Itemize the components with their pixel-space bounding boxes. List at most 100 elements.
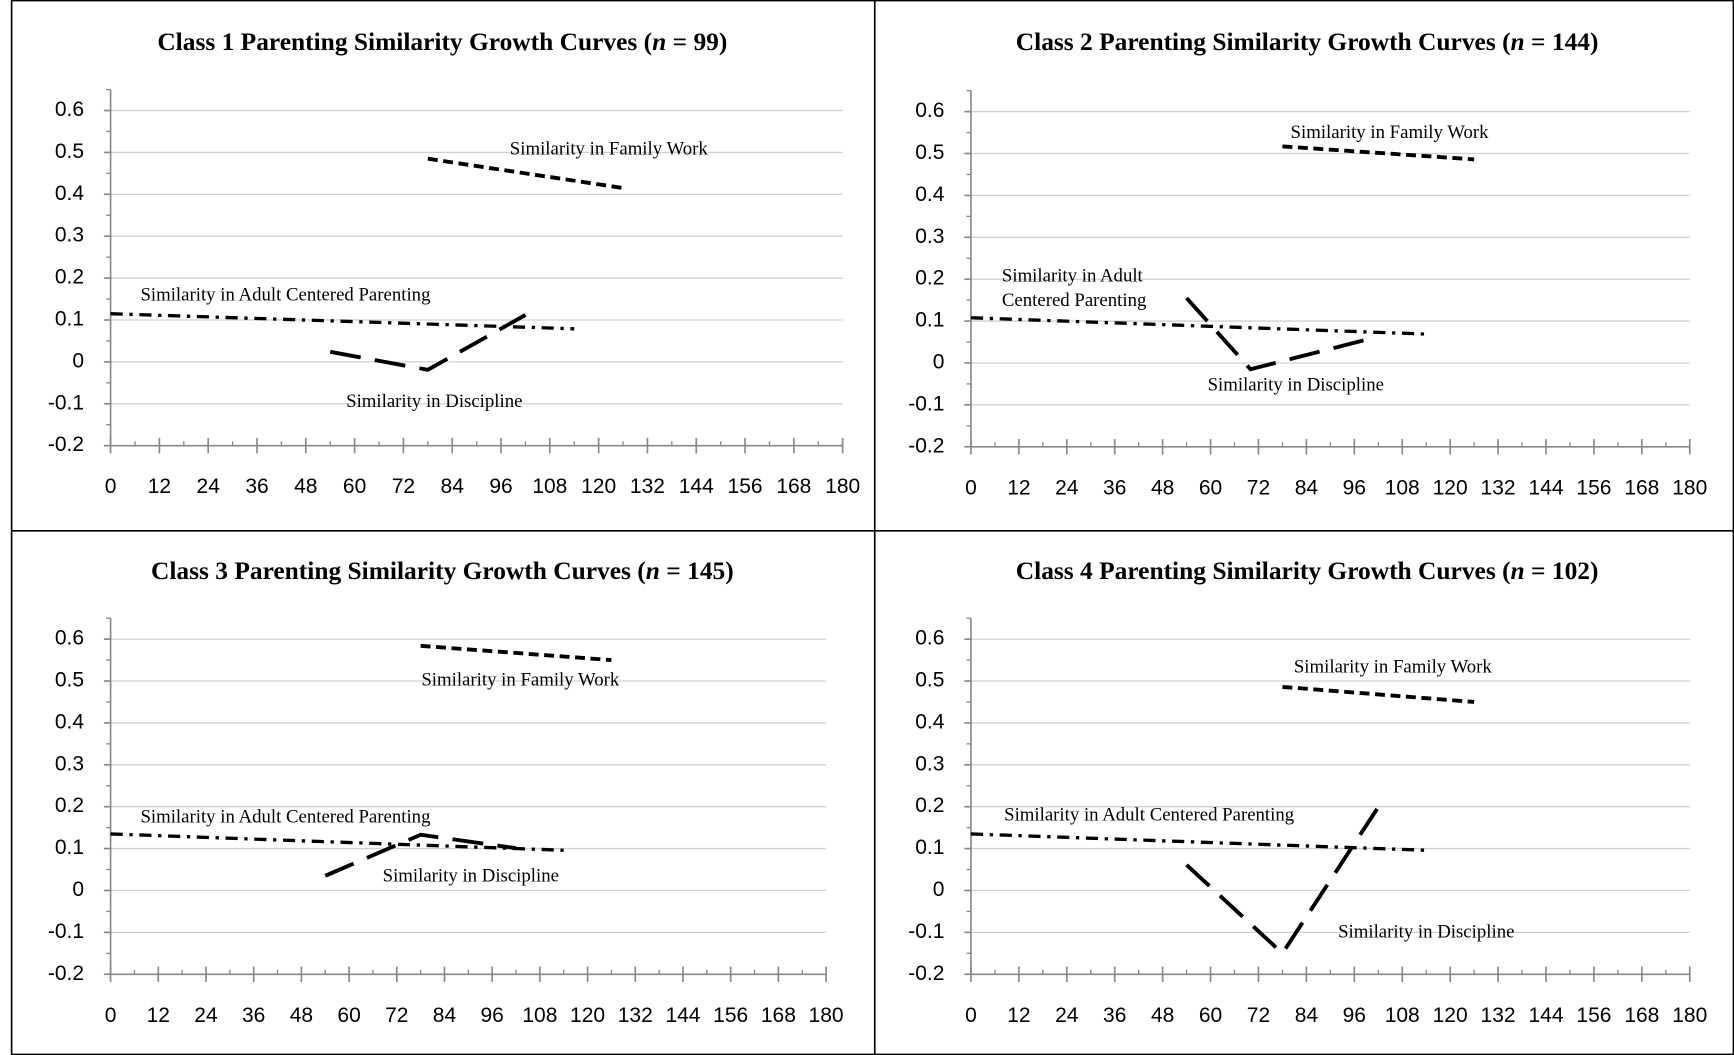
x-tick-label: 144 [1528, 1004, 1563, 1027]
x-tick-label: 180 [1672, 1004, 1707, 1027]
x-tick-label: 168 [1624, 1004, 1659, 1027]
series-label: Similarity in Family Work [1294, 656, 1493, 677]
x-tick-label: 168 [761, 1004, 796, 1027]
x-tick-label: 36 [242, 1004, 265, 1027]
series-label: Similarity in Discipline [1338, 922, 1514, 943]
y-tick-label: 0.4 [55, 710, 85, 733]
series-label: Similarity in Adult Centered Parenting [1004, 804, 1295, 825]
y-tick-label: 0.6 [55, 98, 84, 121]
x-tick-label: 72 [392, 475, 415, 498]
y-tick-label: 0.3 [55, 752, 84, 775]
x-tick-label: 108 [1385, 1004, 1420, 1027]
series-label: Similarity in Discipline [383, 865, 559, 886]
x-tick-label: 156 [1576, 476, 1611, 499]
x-tick-label: 84 [1295, 1004, 1319, 1027]
x-tick-label: 120 [570, 1004, 605, 1027]
y-tick-label: 0.2 [55, 794, 84, 817]
chart-title: Class 4 Parenting Similarity Growth Curv… [1016, 556, 1599, 585]
y-tick-label: 0.5 [55, 669, 84, 692]
x-tick-label: 48 [294, 475, 317, 498]
x-tick-label: 72 [1247, 476, 1270, 499]
x-tick-label: 144 [1528, 476, 1563, 499]
y-tick-label: 0.3 [915, 752, 944, 775]
x-tick-label: 144 [679, 475, 714, 498]
x-tick-label: 24 [194, 1004, 218, 1027]
x-tick-label: 84 [441, 475, 465, 498]
x-tick-label: 24 [197, 475, 221, 498]
y-tick-label: 0.1 [915, 309, 944, 332]
x-tick-label: 180 [809, 1004, 844, 1027]
x-tick-label: 0 [965, 476, 977, 499]
x-tick-label: 144 [665, 1004, 700, 1027]
y-tick-label: -0.1 [48, 391, 84, 414]
y-tick-label: 0 [72, 878, 84, 901]
series-line [420, 643, 612, 663]
y-tick-label: 0.6 [915, 99, 944, 122]
series-label: Similarity in Adult Centered Parenting [1002, 266, 1147, 311]
chart-title: Class 1 Parenting Similarity Growth Curv… [157, 27, 727, 56]
x-tick-label: 60 [337, 1004, 360, 1027]
series-label: Similarity in Family Work [510, 139, 709, 160]
series-line [324, 832, 517, 878]
x-tick-label: 12 [148, 475, 171, 498]
x-tick-label: 0 [965, 1004, 977, 1027]
y-tick-label: 0.1 [55, 836, 84, 859]
x-tick-label: 108 [1385, 476, 1420, 499]
x-tick-label: 132 [1481, 1004, 1516, 1027]
y-tick-label: -0.1 [908, 920, 944, 943]
series-label: Similarity in Adult Centered Parenting [140, 807, 431, 828]
y-tick-label: -0.1 [908, 392, 944, 415]
x-tick-label: 120 [581, 475, 616, 498]
y-tick-label: -0.2 [48, 433, 84, 456]
x-tick-label: 60 [1199, 476, 1222, 499]
x-tick-label: 36 [1103, 476, 1126, 499]
x-tick-label: 168 [776, 475, 811, 498]
y-tick-label: -0.1 [48, 920, 84, 943]
y-tick-label: -0.2 [48, 962, 84, 985]
series-line [970, 316, 1427, 336]
y-tick-label: 0 [72, 349, 84, 372]
series-label: Similarity in Family Work [1291, 122, 1490, 143]
x-tick-label: 12 [1007, 1004, 1030, 1027]
y-tick-label: 0.4 [915, 183, 945, 206]
y-tick-label: 0.2 [915, 267, 944, 290]
x-tick-label: 96 [489, 475, 512, 498]
x-tick-label: 60 [1199, 1004, 1222, 1027]
x-tick-label: 12 [147, 1004, 170, 1027]
series-label: Similarity in Discipline [346, 391, 522, 412]
series-line [1185, 806, 1380, 957]
x-tick-label: 48 [1151, 476, 1174, 499]
x-tick-label: 120 [1433, 476, 1468, 499]
outer-border [10, 0, 1734, 1055]
x-tick-label: 108 [532, 475, 567, 498]
x-tick-label: 132 [1481, 476, 1516, 499]
y-tick-label: 0.5 [915, 141, 944, 164]
y-tick-label: 0.6 [55, 627, 84, 650]
x-tick-label: 48 [290, 1004, 313, 1027]
y-tick-label: 0.1 [915, 836, 944, 859]
series-line [427, 156, 624, 190]
series-line [110, 832, 564, 852]
x-tick-label: 36 [1103, 1004, 1126, 1027]
series-line [110, 312, 575, 331]
x-tick-label: 0 [105, 475, 117, 498]
x-tick-label: 96 [481, 1004, 504, 1027]
x-tick-label: 24 [1055, 476, 1079, 499]
series-label: Similarity in Discipline [1208, 374, 1384, 395]
y-tick-label: 0.6 [915, 627, 944, 650]
x-tick-label: 24 [1055, 1004, 1079, 1027]
y-tick-label: 0.5 [55, 140, 84, 163]
y-tick-label: -0.2 [908, 962, 944, 985]
series-line [329, 313, 527, 372]
y-tick-label: 0 [933, 351, 945, 374]
series-line [1185, 296, 1371, 372]
y-tick-label: -0.2 [908, 434, 944, 457]
x-tick-label: 132 [630, 475, 665, 498]
chart-title: Class 2 Parenting Similarity Growth Curv… [1016, 27, 1599, 56]
series-label: Similarity in Adult Centered Parenting [140, 285, 431, 306]
x-tick-label: 168 [1624, 476, 1659, 499]
y-tick-label: 0.3 [55, 224, 84, 247]
series-label: Similarity in Family Work [421, 670, 620, 691]
x-tick-label: 180 [1672, 476, 1707, 499]
